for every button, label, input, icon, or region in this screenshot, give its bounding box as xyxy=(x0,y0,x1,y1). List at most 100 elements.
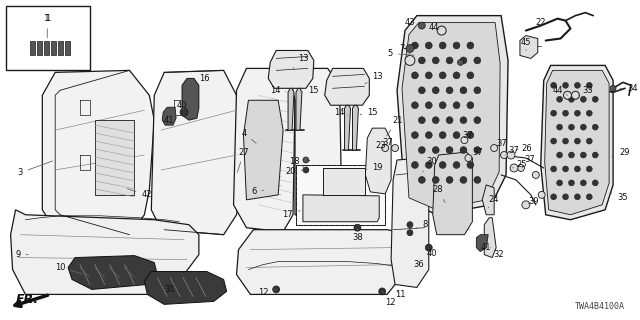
Circle shape xyxy=(432,57,439,64)
Circle shape xyxy=(419,87,426,94)
Polygon shape xyxy=(31,41,35,55)
Circle shape xyxy=(412,102,419,109)
Circle shape xyxy=(405,55,415,65)
Circle shape xyxy=(522,201,530,209)
Text: 7: 7 xyxy=(399,44,410,53)
Circle shape xyxy=(586,138,592,144)
Text: 11: 11 xyxy=(395,290,406,299)
Polygon shape xyxy=(323,168,365,195)
Circle shape xyxy=(446,147,453,154)
Circle shape xyxy=(580,180,586,186)
Circle shape xyxy=(407,222,413,228)
Circle shape xyxy=(426,132,432,139)
Circle shape xyxy=(303,167,309,173)
Polygon shape xyxy=(397,16,508,215)
Circle shape xyxy=(412,72,419,79)
Polygon shape xyxy=(42,70,154,235)
Text: 32: 32 xyxy=(490,248,504,259)
Polygon shape xyxy=(483,185,494,215)
Circle shape xyxy=(419,22,426,29)
Text: 10: 10 xyxy=(54,263,83,274)
Circle shape xyxy=(303,157,309,163)
Polygon shape xyxy=(484,218,496,258)
Circle shape xyxy=(491,145,498,152)
Circle shape xyxy=(419,117,426,124)
Polygon shape xyxy=(324,68,369,105)
Circle shape xyxy=(586,110,592,116)
Polygon shape xyxy=(151,70,241,235)
Polygon shape xyxy=(268,51,314,88)
Circle shape xyxy=(453,162,460,168)
Circle shape xyxy=(467,102,474,109)
Polygon shape xyxy=(433,152,472,235)
Text: 27: 27 xyxy=(237,148,249,172)
Text: 1: 1 xyxy=(45,14,50,38)
Circle shape xyxy=(557,124,563,130)
Text: 3: 3 xyxy=(17,161,52,178)
Circle shape xyxy=(474,57,481,64)
Circle shape xyxy=(379,288,386,295)
Polygon shape xyxy=(402,23,500,210)
Circle shape xyxy=(563,110,568,116)
Polygon shape xyxy=(145,271,227,304)
Text: 31: 31 xyxy=(164,285,175,294)
Circle shape xyxy=(453,72,460,79)
Circle shape xyxy=(437,26,446,35)
Circle shape xyxy=(563,194,568,200)
Circle shape xyxy=(550,194,557,200)
Polygon shape xyxy=(243,100,283,200)
Text: 44: 44 xyxy=(553,86,568,95)
Text: 14: 14 xyxy=(269,86,286,95)
Circle shape xyxy=(575,82,580,88)
Text: 4: 4 xyxy=(241,129,256,143)
Circle shape xyxy=(465,155,472,162)
Polygon shape xyxy=(353,105,358,150)
Circle shape xyxy=(568,96,575,102)
Polygon shape xyxy=(58,41,63,55)
Text: 40: 40 xyxy=(177,101,188,110)
Text: 22: 22 xyxy=(536,18,547,27)
Text: 14: 14 xyxy=(334,108,348,117)
Polygon shape xyxy=(520,36,538,59)
Circle shape xyxy=(407,230,413,236)
Circle shape xyxy=(392,145,399,152)
Circle shape xyxy=(550,138,557,144)
Text: 16: 16 xyxy=(193,74,209,87)
Circle shape xyxy=(180,108,188,116)
Circle shape xyxy=(426,102,432,109)
Circle shape xyxy=(550,166,557,172)
Text: 9: 9 xyxy=(15,250,28,259)
Text: 37: 37 xyxy=(505,146,519,155)
Circle shape xyxy=(557,96,563,102)
Text: 28: 28 xyxy=(432,185,445,203)
Text: 37: 37 xyxy=(522,156,534,168)
Circle shape xyxy=(354,224,361,231)
Circle shape xyxy=(572,91,579,99)
Circle shape xyxy=(460,57,467,64)
Circle shape xyxy=(412,162,419,168)
Text: 37: 37 xyxy=(382,138,393,147)
Circle shape xyxy=(550,110,557,116)
Text: 5: 5 xyxy=(388,49,414,58)
Polygon shape xyxy=(365,128,391,194)
Text: 44: 44 xyxy=(429,23,439,32)
Circle shape xyxy=(439,72,446,79)
Circle shape xyxy=(518,164,524,172)
Polygon shape xyxy=(51,41,56,55)
Circle shape xyxy=(507,151,515,159)
Text: 36: 36 xyxy=(413,260,424,269)
Circle shape xyxy=(568,124,575,130)
Text: 37: 37 xyxy=(463,131,473,140)
Circle shape xyxy=(439,162,446,168)
Circle shape xyxy=(460,176,467,183)
Circle shape xyxy=(564,91,572,99)
Circle shape xyxy=(426,244,432,251)
Circle shape xyxy=(426,42,432,49)
Circle shape xyxy=(580,152,586,158)
Text: 12: 12 xyxy=(382,292,396,307)
Polygon shape xyxy=(286,68,342,220)
Circle shape xyxy=(610,85,616,91)
Circle shape xyxy=(474,87,481,94)
Circle shape xyxy=(592,152,598,158)
Text: 41: 41 xyxy=(164,116,174,125)
